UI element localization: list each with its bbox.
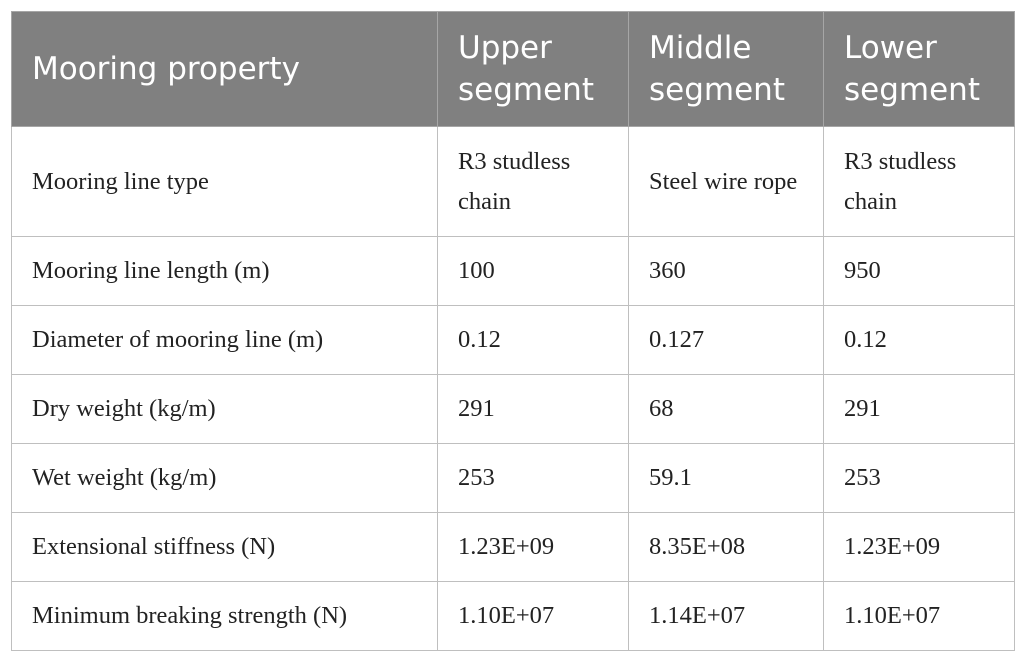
table-cell: 0.12 [437, 305, 629, 375]
table-cell: 100 [437, 236, 629, 306]
table-cell: 291 [437, 374, 629, 444]
table-row: Dry weight (kg/m) 291 68 291 [11, 374, 1015, 444]
table-cell: 253 [823, 443, 1015, 513]
row-label: Extensional stiffness (N) [11, 512, 438, 582]
table-cell: 1.14E+07 [628, 581, 824, 651]
table-cell: 1.10E+07 [823, 581, 1015, 651]
row-label: Minimum breaking strength (N) [11, 581, 438, 651]
row-label: Diameter of mooring line (m) [11, 305, 438, 375]
row-label: Mooring line length (m) [11, 236, 438, 306]
table-cell: 8.35E+08 [628, 512, 824, 582]
table-cell: R3 studless chain [437, 126, 629, 237]
table-container: Mooring property Upper segment Middle segm… [11, 11, 1015, 651]
table-cell: R3 studless chain [823, 126, 1015, 237]
row-label: Wet weight (kg/m) [11, 443, 438, 513]
table-row: Diameter of mooring line (m) 0.12 0.127 0.1… [11, 305, 1015, 375]
table-cell: 59.1 [628, 443, 824, 513]
table-body: Mooring line type R3 studless chain Steel … [11, 126, 1015, 651]
table-cell: 950 [823, 236, 1015, 306]
header-cell: Middle segment [628, 11, 824, 127]
header-row: Mooring property Upper segment Middle segm… [11, 11, 1015, 127]
table-cell: Steel wire rope [628, 126, 824, 237]
row-label: Dry weight (kg/m) [11, 374, 438, 444]
header-cell: Mooring property [11, 11, 438, 127]
table-cell: 291 [823, 374, 1015, 444]
table-cell: 0.127 [628, 305, 824, 375]
table-cell: 360 [628, 236, 824, 306]
row-label: Mooring line type [11, 126, 438, 237]
table-cell: 1.10E+07 [437, 581, 629, 651]
table-cell: 68 [628, 374, 824, 444]
table-cell: 1.23E+09 [823, 512, 1015, 582]
header-cell: Upper segment [437, 11, 629, 127]
header-cell: Lower segment [823, 11, 1015, 127]
table-cell: 1.23E+09 [437, 512, 629, 582]
table: Mooring property Upper segment Middle segm… [11, 11, 1015, 651]
table-cell: 0.12 [823, 305, 1015, 375]
table-row: Minimum breaking strength (N) 1.10E+07 1.1… [11, 581, 1015, 651]
table-row: Mooring line type R3 studless chain Steel … [11, 126, 1015, 237]
table-row: Wet weight (kg/m) 253 59.1 253 [11, 443, 1015, 513]
table-row: Mooring line length (m) 100 360 950 [11, 236, 1015, 306]
table-row: Extensional stiffness (N) 1.23E+09 8.35E+0… [11, 512, 1015, 582]
table-cell: 253 [437, 443, 629, 513]
